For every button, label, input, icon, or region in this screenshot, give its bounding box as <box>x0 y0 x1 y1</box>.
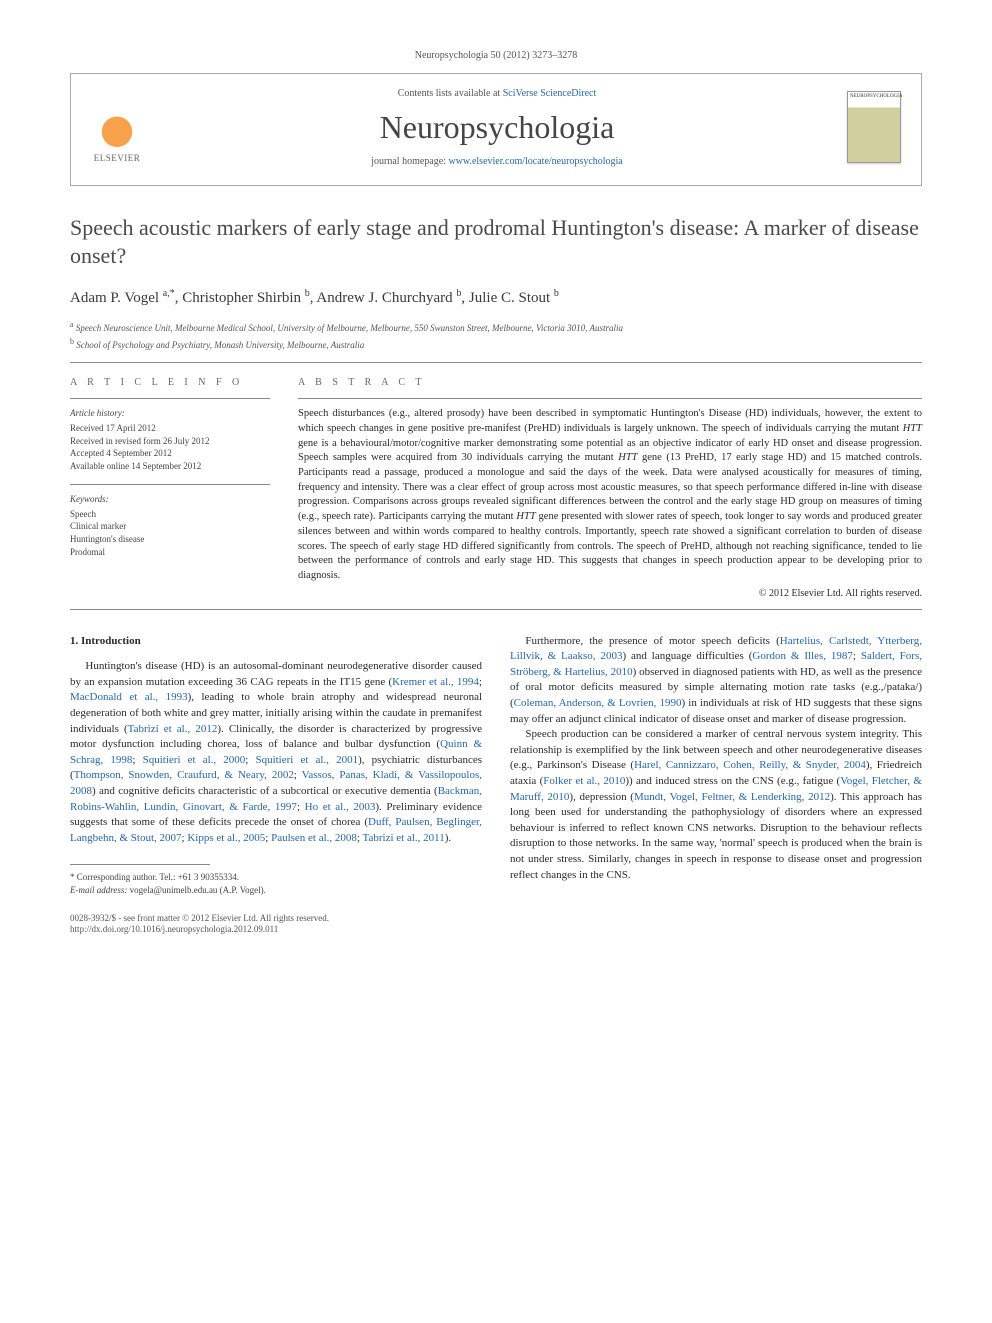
affiliation-a: a Speech Neuroscience Unit, Melbourne Me… <box>70 319 922 336</box>
elsevier-logo: ELSEVIER <box>87 84 147 169</box>
cover-thumbnail: NEUROPSYCHOLOGIA <box>847 91 901 163</box>
body-p3: Speech production can be considered a ma… <box>510 727 922 883</box>
abstract-head: A B S T R A C T <box>298 377 922 388</box>
history-revised: Received in revised form 26 July 2012 <box>70 435 270 448</box>
issn-line: 0028-3932/$ - see front matter © 2012 El… <box>70 913 922 925</box>
abstract-copyright: © 2012 Elsevier Ltd. All rights reserved… <box>298 588 922 599</box>
keywords-block: Keywords: Speech Clinical marker Hunting… <box>70 493 270 558</box>
article-info-head: A R T I C L E I N F O <box>70 377 270 388</box>
abs-rule <box>298 398 922 399</box>
journal-cover: NEUROPSYCHOLOGIA <box>847 84 905 169</box>
sciencedirect-link[interactable]: SciVerse ScienceDirect <box>503 88 597 99</box>
rule-top <box>70 362 922 363</box>
article-info: A R T I C L E I N F O Article history: R… <box>70 377 270 598</box>
journal-header: ELSEVIER Contents lists available at Sci… <box>70 73 922 186</box>
doi-line: http://dx.doi.org/10.1016/j.neuropsychol… <box>70 924 922 936</box>
keyword: Huntington's disease <box>70 533 270 546</box>
body-p1: Huntington's disease (HD) is an autosoma… <box>70 659 482 846</box>
article-history: Article history: Received 17 April 2012 … <box>70 407 270 472</box>
contents-prefix: Contents lists available at <box>398 88 503 99</box>
affiliations: a Speech Neuroscience Unit, Melbourne Me… <box>70 319 922 352</box>
authors: Adam P. Vogel a,*, Christopher Shirbin b… <box>70 288 922 307</box>
keyword: Prodomal <box>70 546 270 559</box>
elsevier-label: ELSEVIER <box>94 153 141 163</box>
history-accepted: Accepted 4 September 2012 <box>70 447 270 460</box>
abstract: A B S T R A C T Speech disturbances (e.g… <box>298 377 922 598</box>
footnote-rule <box>70 864 210 865</box>
history-received: Received 17 April 2012 <box>70 422 270 435</box>
footnotes: * Corresponding author. Tel.: +61 3 9035… <box>70 871 482 896</box>
corresponding-author: * Corresponding author. Tel.: +61 3 9035… <box>70 871 482 884</box>
contents-line: Contents lists available at SciVerse Sci… <box>163 88 831 99</box>
bottom-block: 0028-3932/$ - see front matter © 2012 El… <box>70 913 922 936</box>
top-citation: Neuropsychologia 50 (2012) 3273–3278 <box>70 50 922 61</box>
body-columns: 1. Introduction Huntington's disease (HD… <box>70 634 922 897</box>
keywords-head: Keywords: <box>70 493 270 506</box>
email-line: E-mail address: vogela@unimelb.edu.au (A… <box>70 884 482 897</box>
ai-rule <box>70 398 270 399</box>
homepage-line: journal homepage: www.elsevier.com/locat… <box>163 156 831 167</box>
keyword: Clinical marker <box>70 520 270 533</box>
ai-rule2 <box>70 484 270 485</box>
header-center: Contents lists available at SciVerse Sci… <box>163 84 831 169</box>
body-p2: Furthermore, the presence of motor speec… <box>510 634 922 728</box>
homepage-prefix: journal homepage: <box>371 156 448 167</box>
abstract-text: Speech disturbances (e.g., altered proso… <box>298 407 922 583</box>
info-abstract-row: A R T I C L E I N F O Article history: R… <box>70 377 922 598</box>
homepage-link[interactable]: www.elsevier.com/locate/neuropsychologia <box>448 156 622 167</box>
history-online: Available online 14 September 2012 <box>70 460 270 473</box>
rule-bottom <box>70 609 922 610</box>
keyword: Speech <box>70 508 270 521</box>
affiliation-b: b School of Psychology and Psychiatry, M… <box>70 336 922 353</box>
email-label: E-mail address: <box>70 885 127 895</box>
elsevier-tree-icon <box>93 103 141 151</box>
journal-name: Neuropsychologia <box>163 109 831 146</box>
article-title: Speech acoustic markers of early stage a… <box>70 214 922 270</box>
history-head: Article history: <box>70 407 270 420</box>
email: vogela@unimelb.edu.au (A.P. Vogel). <box>130 885 266 895</box>
section-1-head: 1. Introduction <box>70 634 482 650</box>
